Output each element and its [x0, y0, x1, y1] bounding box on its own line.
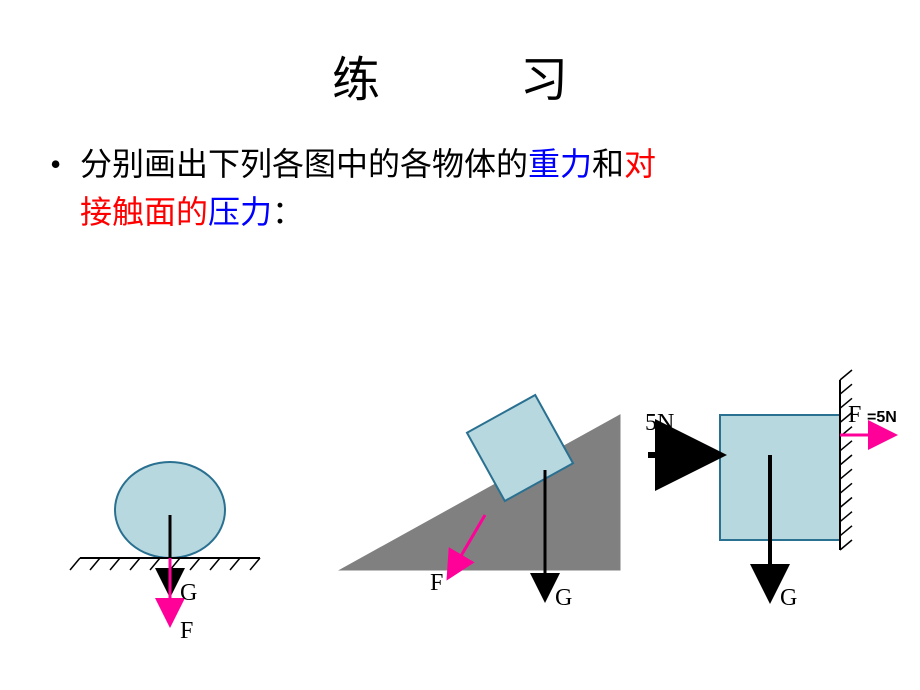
- instr-part1: 分别画出下列各图中的各物体的: [80, 146, 528, 182]
- sphere-F-label: F: [180, 618, 193, 644]
- instr-colon: ：: [272, 194, 304, 230]
- diagram-area: GFFG5NF=5NG: [0, 320, 920, 690]
- bullet-icon: •: [50, 140, 80, 188]
- instr-contact2: 接触面的: [80, 194, 208, 230]
- title-char-1: 练: [332, 54, 400, 107]
- wall-G-label: G: [780, 585, 797, 611]
- title-char-2: 习: [520, 54, 588, 107]
- instr-contact1: 对: [624, 146, 656, 182]
- instr-part2: 和: [592, 146, 624, 182]
- wall-F-label: F: [848, 402, 861, 428]
- wall-5N-label: 5N: [645, 410, 674, 436]
- instr-gravity: 重力: [528, 146, 592, 182]
- incline-G-label: G: [555, 585, 572, 611]
- page-title: 练习: [0, 0, 920, 110]
- sphere-G-label: G: [180, 580, 197, 606]
- instruction-text: •分别画出下列各图中的各物体的重力和对接触面的压力：: [0, 110, 920, 236]
- incline-F-label: F: [430, 570, 443, 596]
- wall-eq-label: =5N: [867, 409, 897, 426]
- instr-pressure: 压力: [208, 194, 272, 230]
